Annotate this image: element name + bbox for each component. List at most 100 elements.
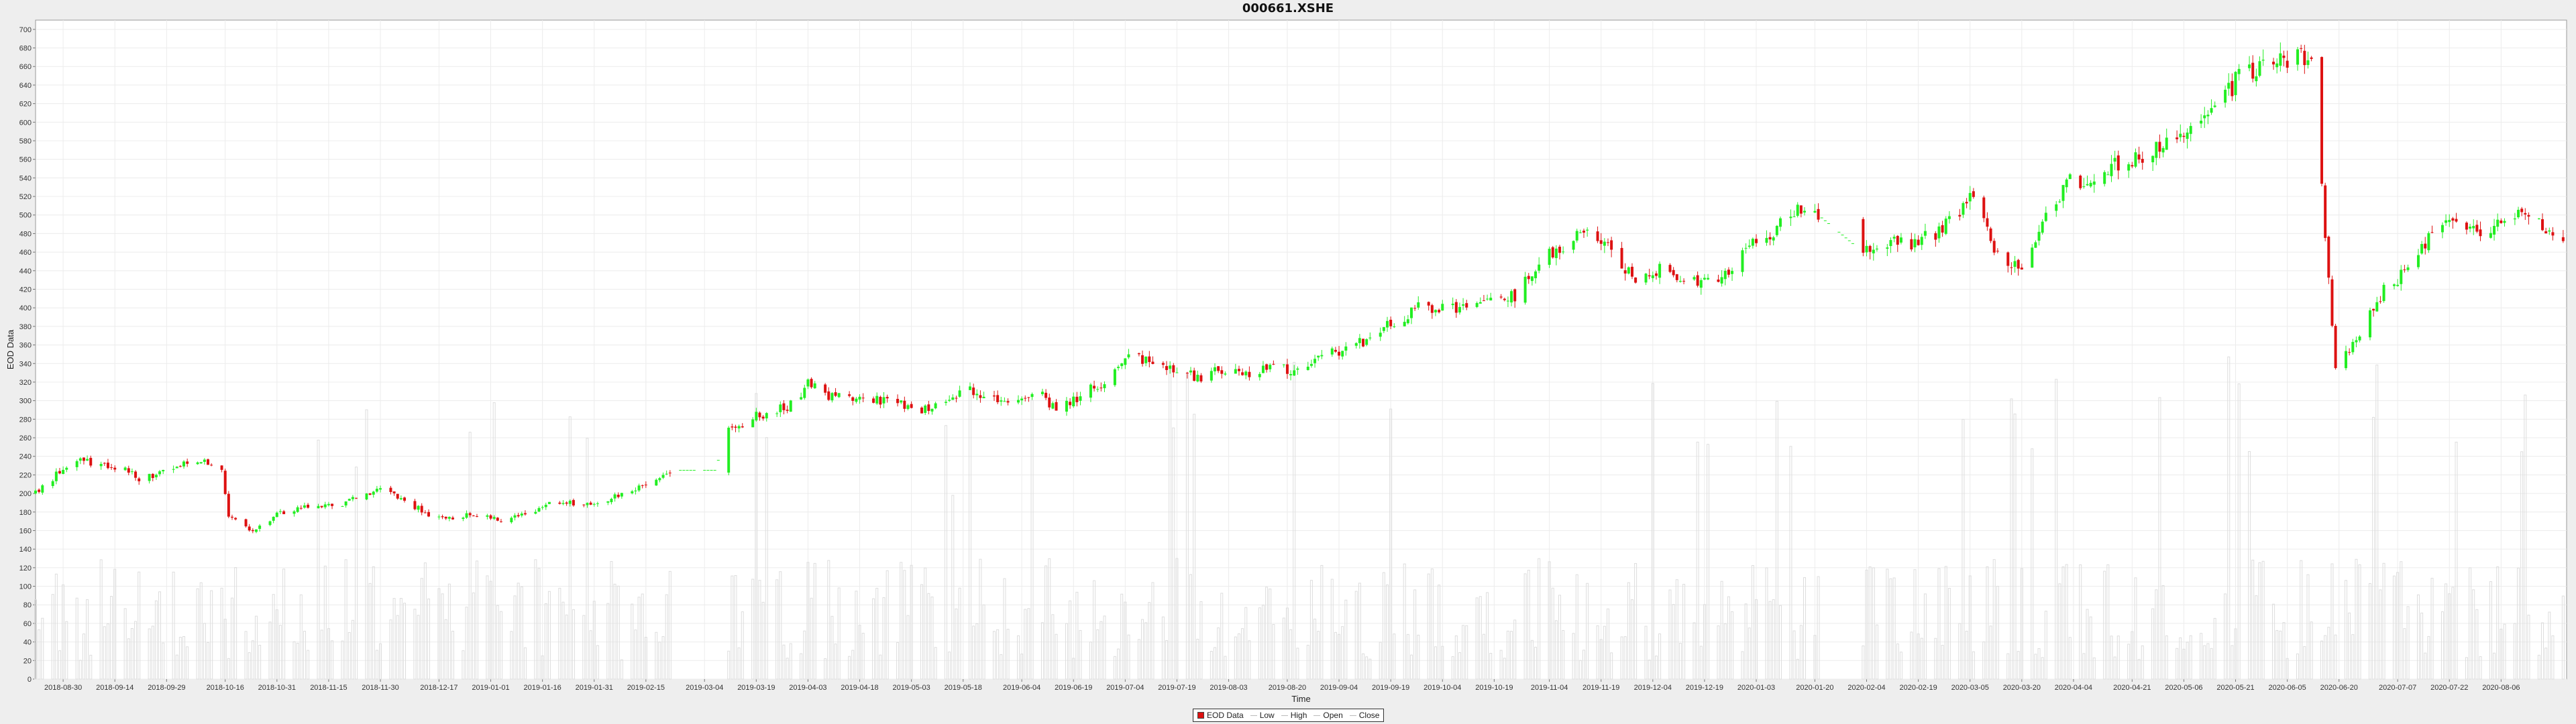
y-tick-label: 700 — [19, 26, 32, 34]
candle-up — [975, 394, 979, 396]
candle-up — [2155, 141, 2158, 158]
volume-bar — [1144, 622, 1148, 680]
candle-up — [586, 503, 589, 505]
candle-up — [317, 505, 320, 509]
x-tick-label: 2018-09-14 — [96, 684, 133, 692]
volume-bar — [344, 559, 347, 680]
candle-up — [272, 516, 275, 521]
candle-down — [207, 459, 210, 465]
candle-down — [451, 518, 454, 520]
volume-bar — [1099, 621, 1103, 680]
volume-bar — [207, 642, 210, 680]
volume-bar — [465, 607, 468, 680]
candle-down — [1513, 289, 1517, 302]
candle-up — [1554, 248, 1558, 258]
candle-down — [1044, 392, 1048, 398]
volume-bar — [278, 625, 282, 680]
volume-bar — [830, 615, 834, 680]
candle-up — [855, 398, 858, 402]
candle-down — [1696, 275, 1699, 286]
candle-up — [1748, 245, 1751, 247]
candle-up — [1309, 363, 1313, 366]
candle-up — [2275, 63, 2279, 68]
candle-down — [558, 502, 561, 504]
volume-bar — [1499, 650, 1503, 680]
volume-bar — [1193, 414, 1196, 680]
candle-up — [1124, 358, 1127, 365]
candle-up — [2396, 284, 2400, 286]
candle-up — [268, 521, 272, 526]
volume-bar — [1199, 601, 1203, 680]
volume-bar — [2327, 627, 2330, 680]
candle-down — [589, 502, 592, 505]
volume-bar — [223, 619, 227, 680]
volume-bar — [2127, 644, 2131, 680]
candle-up — [1886, 247, 1889, 249]
volume-bar — [1417, 634, 1420, 680]
candle-up — [1744, 247, 1748, 249]
volume-bar — [758, 580, 761, 680]
volume-bar — [1475, 597, 1479, 680]
candle-down — [2176, 137, 2179, 139]
candle-up — [2440, 225, 2444, 233]
candle-down — [1199, 375, 1203, 381]
volume-bar — [848, 656, 851, 680]
candle-down — [2141, 158, 2144, 163]
candle-up — [1393, 326, 1396, 327]
volume-bar — [1020, 654, 1024, 680]
candle-down — [810, 379, 813, 387]
candle-down — [2455, 219, 2458, 222]
candle-up — [1417, 302, 1420, 308]
volume-bar — [958, 587, 961, 680]
candle-down — [1941, 225, 1944, 233]
volume-bar — [1430, 568, 1434, 680]
candle-down — [2303, 50, 2306, 66]
x-tick-label: 2019-09-19 — [1372, 684, 1409, 692]
candle-down — [2403, 269, 2406, 270]
volume-bar — [1309, 580, 1313, 680]
volume-bar — [2392, 575, 2396, 680]
candle-down — [910, 404, 913, 408]
candle-down — [282, 511, 286, 514]
volume-bar — [2524, 394, 2527, 680]
candle-up — [2061, 184, 2065, 201]
candle-down — [2475, 225, 2479, 232]
volume-bar — [1862, 645, 1865, 680]
volume-bar — [1803, 577, 1806, 680]
candle-down — [2300, 48, 2303, 49]
volume-bar — [372, 566, 375, 680]
candle-down — [1338, 351, 1341, 356]
candle-up — [606, 501, 610, 503]
volume-bar — [1699, 646, 1703, 680]
candle-up — [1210, 371, 1213, 381]
candle-up — [1572, 241, 1575, 250]
candle-up — [1306, 366, 1309, 371]
candle-down — [761, 416, 765, 419]
candle-down — [1285, 364, 1289, 374]
volume-bar — [1261, 605, 1265, 680]
volume-bar — [900, 562, 903, 680]
volume-bar — [282, 568, 286, 680]
volume-bar — [806, 562, 810, 680]
candle-down — [834, 392, 837, 396]
volume-bar — [1682, 584, 1686, 680]
volume-bar — [1393, 634, 1396, 680]
candle-up — [2445, 220, 2448, 223]
y-tick-label: 580 — [19, 137, 32, 145]
volume-bar — [2134, 577, 2137, 680]
candle-up — [1678, 280, 1682, 282]
candle-up — [837, 393, 841, 398]
candle-up — [1434, 310, 1437, 312]
candle-up — [1699, 280, 1703, 288]
candle-down — [734, 426, 737, 428]
volume-bar — [327, 628, 330, 680]
volume-bar — [1813, 635, 1817, 680]
candle-up — [2420, 243, 2424, 254]
candle-up — [379, 488, 382, 490]
candle-up — [1968, 192, 1972, 202]
volume-bar — [2248, 450, 2251, 680]
candle-down — [1672, 269, 1675, 276]
volume-bar — [855, 591, 858, 680]
candle-down — [89, 458, 93, 466]
volume-bar — [1937, 568, 1941, 680]
